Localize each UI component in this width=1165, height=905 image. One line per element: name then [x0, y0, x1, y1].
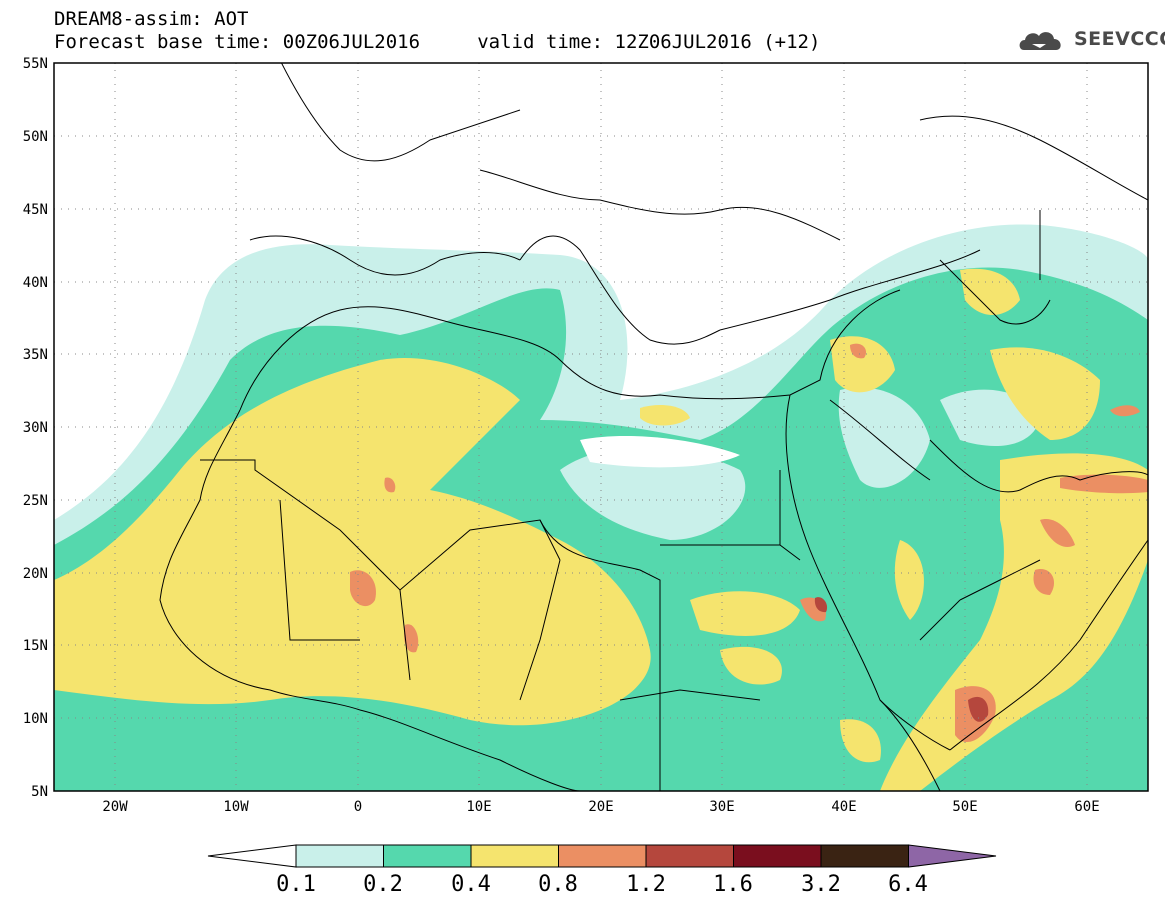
- lat-tick-15n: 15N: [23, 638, 48, 654]
- colorbar-segment-5: [645, 844, 734, 868]
- logo-text: SEEVCCC: [1074, 28, 1165, 50]
- graticule: [54, 63, 1148, 791]
- colorbar-segments: [207, 844, 997, 868]
- lon-tick-60e: 60E: [1074, 799, 1099, 815]
- colorbar-label-3.2: 3.2: [801, 872, 841, 897]
- lon-tick-10e: 10E: [466, 799, 491, 815]
- lat-tick-30n: 30N: [23, 420, 48, 436]
- colorbar-segment-2: [383, 844, 472, 868]
- colorbar-label-0.8: 0.8: [538, 872, 578, 897]
- lat-tick-5n: 5N: [31, 784, 48, 800]
- lat-tick-10n: 10N: [23, 711, 48, 727]
- colorbar-label-6.4: 6.4: [888, 872, 928, 897]
- colorbar-label-0.2: 0.2: [363, 872, 403, 897]
- lat-tick-55n: 55N: [23, 56, 48, 72]
- colorbar-label-1.6: 1.6: [713, 872, 753, 897]
- colorbar-segment-1: [295, 844, 384, 868]
- lat-tick-20n: 20N: [23, 566, 48, 582]
- lon-tick-20e: 20E: [588, 799, 613, 815]
- lat-tick-25n: 25N: [23, 493, 48, 509]
- lat-tick-45n: 45N: [23, 202, 48, 218]
- colorbar-segment-3: [470, 844, 559, 868]
- lon-tick-50e: 50E: [952, 799, 977, 815]
- coastlines: [159, 63, 1148, 791]
- lon-tick-10w: 10W: [223, 799, 249, 815]
- map-frame: [53, 62, 1149, 792]
- lon-tick-30e: 30E: [709, 799, 734, 815]
- colorbar-segment-7: [820, 844, 909, 868]
- colorbar-label-1.2: 1.2: [626, 872, 666, 897]
- colorbar-label-0.4: 0.4: [451, 872, 491, 897]
- colorbar-arrow-low: [207, 844, 297, 868]
- lat-axis: 55N 50N 45N 40N 35N 30N 25N 20N 15N 10N …: [23, 56, 48, 800]
- forecast-times: Forecast base time: 00Z06JUL2016 valid t…: [54, 31, 821, 53]
- colorbar-segment-6: [733, 844, 822, 868]
- lon-tick-40e: 40E: [831, 799, 856, 815]
- colorbar-label-0.1: 0.1: [276, 872, 316, 897]
- lat-tick-50n: 50N: [23, 129, 48, 145]
- lon-tick-0: 0: [354, 799, 362, 815]
- cloud-logo-icon: [1019, 32, 1061, 50]
- lon-axis: 20W 10W 0 10E 20E 30E 40E 50E 60E: [102, 799, 1099, 815]
- lat-tick-40n: 40N: [23, 275, 48, 291]
- lat-tick-35n: 35N: [23, 347, 48, 363]
- colorbar-arrow-high: [908, 844, 997, 868]
- colorbar-segment-4: [558, 844, 647, 868]
- chart-title: DREAM8-assim: AOT: [54, 8, 249, 30]
- lon-tick-20w: 20W: [102, 799, 128, 815]
